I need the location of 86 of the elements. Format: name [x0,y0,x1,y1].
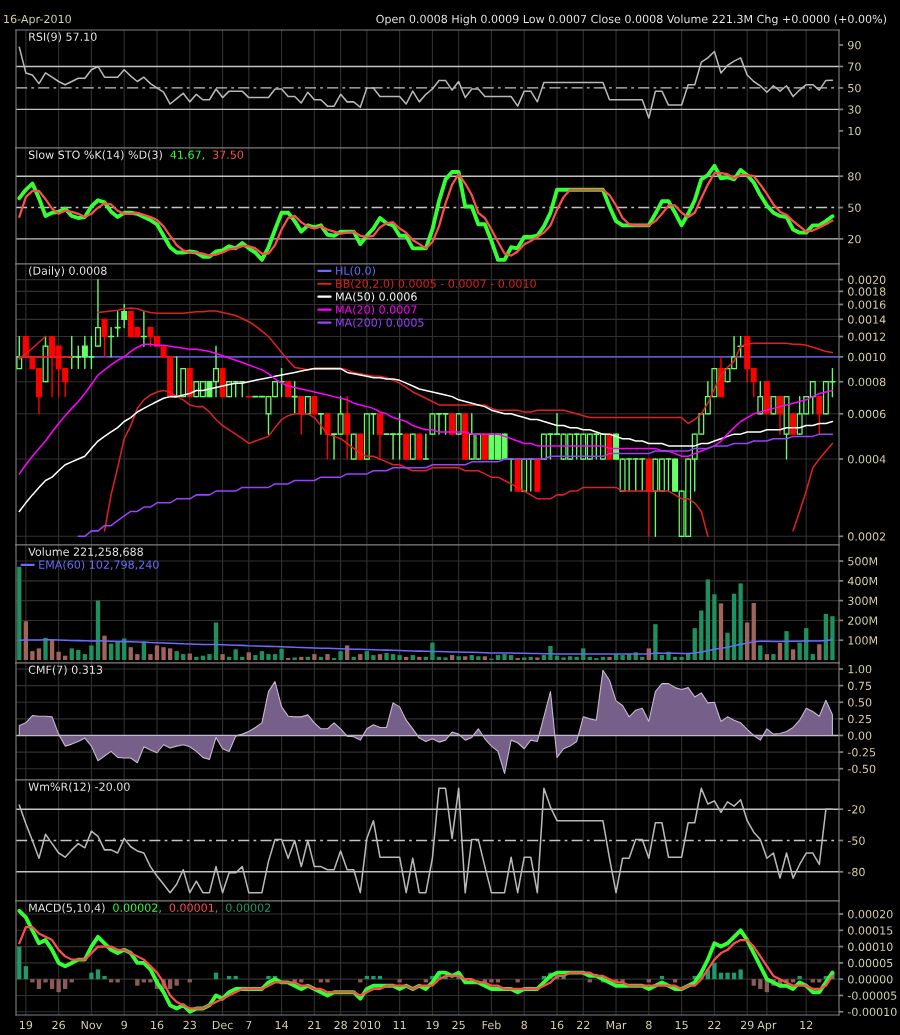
legend-label: MA(50) 0.0006 [336,292,417,303]
y-tick-label: -50 [847,836,865,845]
y-tick-label: 300M [848,596,878,606]
y-tick-label: 0.00010 [848,942,893,951]
y-tick-label: 0.0004 [848,455,886,464]
y-tick-label: 0.00005 [848,958,893,968]
x-tick-label: 12 [800,1020,813,1029]
y-tick-label: 400M [847,576,878,586]
y-tick-label: 0.75 [848,681,872,690]
x-tick-label: 9 [121,1020,127,1030]
y-tick-label: -80 [847,867,865,877]
x-tick-label: 16 [151,1020,164,1030]
x-tick-label: Dec [212,1020,233,1030]
y-tick-label: 0.00015 [848,926,893,935]
y-tick-label: -20 [847,805,865,814]
legend-label: MA(20) 0.0007 [336,305,417,316]
y-tick-label: 0.25 [848,714,872,724]
x-tick-label: 16 [551,1020,564,1030]
text: 16-Apr-2010 [4,14,71,26]
y-tick-label: 0.0016 [848,300,886,309]
text: 0.00002 [226,903,271,912]
x-tick-label: 8 [521,1020,527,1030]
text: 37.50 [212,150,244,159]
y-tick-label: 0.0014 [848,315,886,324]
x-tick-label: 22 [708,1020,721,1029]
text: Open 0.0008 High 0.0009 Low 0.0007 Close 0.0008 Volume 221.3M Chg +0.0000 (+0.00%) [376,14,887,26]
x-tick-label: 8 [646,1020,652,1030]
chart-title: Slow STO %K(14) %D(3) [28,150,162,161]
y-tick-label: 0.00020 [848,910,893,919]
x-tick-label: 22 [576,1020,590,1029]
x-tick-label: Feb [482,1020,501,1030]
x-tick-label: Nov [81,1020,102,1030]
chart-title: (Daily) 0.0008 [29,266,107,278]
y-tick-label: 0.0002 [848,532,886,541]
y-tick-label: 0.0020 [848,275,886,284]
legend-label: HL(0.0) [336,266,375,277]
x-tick-label: 25 [452,1020,465,1030]
y-tick-label: 70 [848,62,861,71]
chart-title: Wm%R(12) -20.00 [28,782,130,793]
x-tick-label: 28 [334,1020,347,1030]
y-tick-label: -0.00010 [847,1007,897,1017]
x-tick-label: 11 [393,1020,406,1029]
x-tick-label: 14 [275,1020,289,1029]
x-tick-label: 15 [675,1020,688,1030]
x-tick-label: Mar [606,1020,627,1030]
x-tick-label: 29 [740,1020,754,1030]
legend-label: MA(200) 0.0005 [336,318,424,329]
y-tick-label: 0.0018 [848,287,886,296]
y-tick-label: 1.00 [848,664,872,674]
y-tick-label: 0.00 [848,731,872,740]
text: 0.00002, [113,903,161,914]
y-tick-label: 500M [848,557,878,566]
y-tick-label: 0.50 [848,698,872,707]
y-tick-label: 0.0012 [848,332,886,341]
x-tick-label: Apr [757,1020,777,1032]
chart-title: RSI(9) 57.10 [29,32,97,43]
y-tick-label: -0.50 [847,764,876,774]
y-tick-label: 10 [848,126,861,136]
x-tick-label: 19 [426,1020,439,1030]
x-tick-label: 19 [19,1020,33,1030]
x-tick-label: 26 [52,1020,65,1030]
y-tick-label: 200M [848,616,878,625]
legend-label: BB(20,2.0) 0.0005 - 0.0007 - 0.0010 [336,279,536,290]
y-tick-label: 0.0010 [848,352,886,362]
x-tick-label: 7 [246,1020,252,1029]
x-tick-label: 21 [308,1020,321,1029]
text: 0.00001, [169,903,218,914]
y-tick-label: 100M [848,636,878,645]
chart-title: CMF(7) 0.313 [28,665,103,676]
y-tick-label: 50 [848,83,861,93]
y-tick-label: 90 [848,40,861,50]
chart-title: Volume 221,258,688 [28,547,143,558]
y-tick-label: -0.00005 [847,991,897,1000]
text: 41.67, [170,150,205,161]
legend-label: EMA(60) 102,798,240 [39,560,159,571]
y-tick-label: -0.25 [847,748,876,757]
x-tick-label: 2010 [353,1020,381,1030]
y-tick-label: 20 [848,234,861,244]
y-tick-label: 0.0006 [848,409,886,419]
chart-title: MACD(5,10,4) [29,903,105,914]
y-tick-label: 30 [848,105,861,114]
y-tick-label: 80 [848,172,861,181]
y-tick-label: 50 [848,203,861,212]
x-tick-label: 23 [183,1020,196,1030]
y-tick-label: 0.0008 [848,377,886,387]
y-tick-label: 0.00000 [848,975,893,984]
